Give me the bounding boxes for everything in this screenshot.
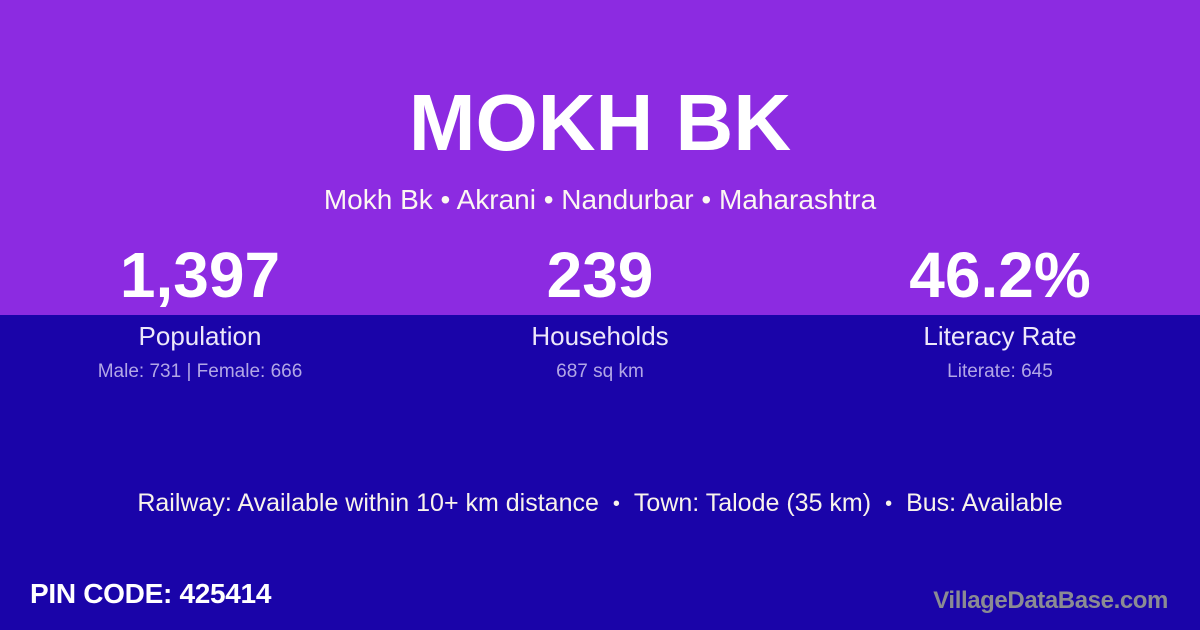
bullet-separator: • <box>612 493 620 515</box>
literacy-value: 46.2% <box>909 239 1091 311</box>
bottom-section-background <box>0 315 1200 630</box>
top-section-background <box>0 0 1200 315</box>
literacy-detail: Literate: 645 <box>947 361 1053 382</box>
bullet-separator: • <box>885 493 893 515</box>
stat-households: 239 Households 687 sq km <box>400 243 800 384</box>
amenity-bus: Bus: Available <box>906 489 1063 517</box>
literacy-label: Literacy Rate <box>923 321 1077 351</box>
households-detail: 687 sq km <box>556 361 644 382</box>
households-value: 239 <box>546 239 654 311</box>
population-label: Population <box>138 321 262 351</box>
stat-literacy-rate: 46.2% Literacy Rate Literate: 645 <box>800 243 1200 384</box>
watermark: VillageDataBase.com <box>933 587 1168 614</box>
pin-code: PIN CODE: 425414 <box>30 578 272 609</box>
population-detail: Male: 731 | Female: 666 <box>97 361 303 382</box>
amenities-line: Railway: Available within 10+ km distanc… <box>0 488 1200 519</box>
population-value: 1,397 <box>119 239 281 311</box>
breadcrumb: Mokh Bk • Akrani • Nandurbar • Maharasht… <box>323 184 877 215</box>
amenity-town: Town: Talode (35 km) <box>633 489 872 517</box>
amenity-railway: Railway: Available within 10+ km distanc… <box>137 489 599 517</box>
village-title: MOKH BK <box>408 78 792 167</box>
stats-row: 1,397 Population Male: 731 | Female: 666… <box>0 243 1200 384</box>
stat-population: 1,397 Population Male: 731 | Female: 666 <box>0 243 400 384</box>
households-label: Households <box>531 321 669 351</box>
